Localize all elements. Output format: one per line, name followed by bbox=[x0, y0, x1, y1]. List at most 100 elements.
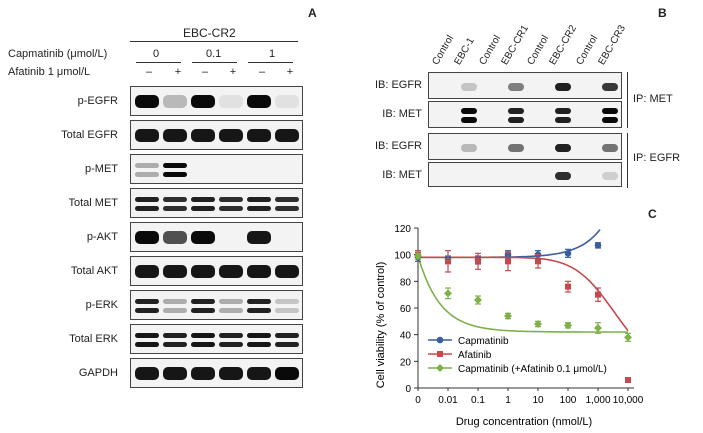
ip-met-label: IP: MET bbox=[633, 93, 673, 105]
ib-band bbox=[507, 82, 524, 91]
blot-band bbox=[191, 129, 215, 142]
data-point bbox=[444, 289, 452, 298]
ib-band bbox=[554, 82, 571, 91]
blot-strip bbox=[130, 154, 303, 184]
y-tick-label: 80 bbox=[400, 277, 412, 288]
blot-band bbox=[163, 95, 187, 108]
blot-band bbox=[135, 172, 159, 177]
data-point bbox=[595, 291, 601, 298]
blot-band bbox=[191, 367, 215, 380]
blot-strip bbox=[130, 188, 303, 218]
blot-band bbox=[163, 299, 187, 304]
blot-band bbox=[275, 129, 299, 142]
data-point bbox=[534, 320, 542, 328]
blot-band bbox=[247, 333, 271, 338]
blot-band bbox=[219, 308, 243, 313]
blot-band bbox=[275, 299, 299, 304]
x-tick-label: 0 bbox=[415, 395, 421, 406]
blot-band bbox=[247, 265, 271, 278]
blot-band bbox=[135, 231, 159, 244]
blot-band bbox=[219, 265, 243, 278]
blot-row-label: p-MET bbox=[85, 163, 118, 175]
afatinib-label: Afatinib 1 μmol/L bbox=[8, 66, 91, 78]
blot-band bbox=[275, 95, 299, 108]
blot-strip bbox=[130, 222, 303, 252]
x-tick-label: 100 bbox=[560, 395, 577, 406]
y-tick-label: 40 bbox=[400, 331, 412, 342]
lane-label: Control bbox=[430, 33, 457, 67]
blot-strip bbox=[130, 256, 303, 286]
legend-marker bbox=[436, 336, 444, 344]
ib-band bbox=[507, 143, 524, 152]
blot-band bbox=[275, 265, 299, 278]
blot-row-label: GAPDH bbox=[78, 367, 118, 379]
afatinib-sign-2: – bbox=[201, 66, 209, 78]
blot-band bbox=[247, 197, 271, 202]
lane-label: Control bbox=[574, 33, 601, 67]
blot-band bbox=[135, 197, 159, 202]
ib-band bbox=[460, 116, 477, 123]
capmatinib-label: Capmatinib (μmol/L) bbox=[8, 48, 108, 60]
blot-band bbox=[219, 197, 243, 202]
blot-band bbox=[163, 197, 187, 202]
blot-band bbox=[135, 206, 159, 211]
dose-line-0 bbox=[136, 62, 181, 63]
blot-band bbox=[135, 367, 159, 380]
blot-strip bbox=[130, 358, 303, 388]
blot-band bbox=[135, 342, 159, 347]
blot-band bbox=[135, 299, 159, 304]
afatinib-sign-1: + bbox=[174, 66, 182, 78]
afatinib-sign-5: + bbox=[286, 66, 294, 78]
ib-band bbox=[554, 116, 571, 123]
blot-band bbox=[163, 333, 187, 338]
legend-label: Afatinib bbox=[458, 350, 492, 361]
ib-band bbox=[601, 143, 618, 152]
data-point bbox=[564, 250, 572, 257]
ib-band bbox=[554, 107, 571, 114]
legend-label: Capmatinib bbox=[458, 336, 509, 347]
ib-blot-strip bbox=[428, 101, 622, 128]
ip-egfr-label: IP: EGFR bbox=[633, 152, 681, 164]
blot-band bbox=[247, 206, 271, 211]
legend-marker bbox=[437, 351, 443, 357]
blot-band bbox=[219, 95, 243, 108]
y-axis-label: Cell viability (% of control) bbox=[375, 262, 387, 389]
y-tick-label: 100 bbox=[394, 251, 411, 262]
y-tick-label: 60 bbox=[400, 304, 412, 315]
blot-band bbox=[247, 308, 271, 313]
data-point bbox=[445, 258, 451, 265]
blot-strip bbox=[130, 324, 303, 354]
afatinib-sign-0: – bbox=[145, 66, 153, 78]
x-tick-label: 0.01 bbox=[438, 395, 458, 406]
data-point bbox=[414, 252, 422, 260]
blot-band bbox=[219, 342, 243, 347]
blot-band bbox=[163, 129, 187, 142]
ib-row-label: IB: EGFR bbox=[374, 79, 422, 91]
data-point bbox=[625, 377, 631, 383]
x-tick-label: 10,000 bbox=[613, 395, 644, 406]
blot-row-label: p-AKT bbox=[86, 231, 118, 243]
data-point bbox=[535, 258, 541, 265]
afatinib-sign-4: – bbox=[258, 66, 266, 78]
blot-band bbox=[163, 206, 187, 211]
ib-band bbox=[460, 143, 477, 152]
blot-band bbox=[163, 265, 187, 278]
blot-band bbox=[191, 308, 215, 313]
blot-band bbox=[219, 129, 243, 142]
data-point bbox=[564, 321, 572, 330]
y-tick-label: 0 bbox=[405, 384, 411, 395]
blot-band bbox=[163, 308, 187, 313]
blot-band bbox=[247, 231, 271, 244]
viability-chart: Cell viability (% of control) Drug conce… bbox=[375, 224, 644, 428]
blot-band bbox=[163, 342, 187, 347]
ib-blot-strip bbox=[428, 162, 622, 187]
ip-met-bracket bbox=[627, 72, 628, 128]
blot-row-label: Total EGFR bbox=[61, 129, 118, 141]
data-point bbox=[474, 296, 482, 304]
ib-band bbox=[507, 107, 524, 114]
blot-band bbox=[191, 206, 215, 211]
blot-band bbox=[135, 265, 159, 278]
blot-band bbox=[191, 265, 215, 278]
cell-line-bracket bbox=[130, 41, 298, 42]
ib-blot-strip bbox=[428, 72, 622, 99]
